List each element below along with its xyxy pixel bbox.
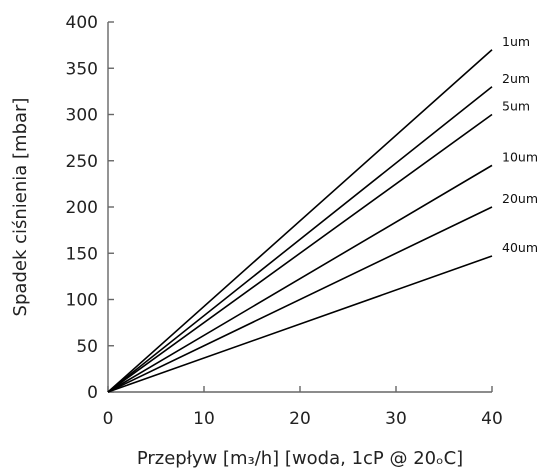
x-tick-label: 0 [103,409,114,429]
axes [107,22,492,393]
series-label-40um: 40um [502,240,538,255]
series-line-1um [107,49,493,393]
y-ticks: 0 50 100 150 200 250 300 350 400 [66,13,114,403]
series-lines [107,49,493,393]
x-tick-label: 40 [481,409,503,429]
series-label-20um: 20um [502,191,538,206]
y-tick-label: 150 [66,244,98,264]
series-label-2um: 2um [502,71,530,86]
series-label-1um: 1um [502,34,530,49]
y-tick-label: 250 [66,152,98,172]
x-tick-label: 30 [385,409,407,429]
x-ticks: 0 10 20 30 40 [103,386,503,429]
series-line-5um [107,113,493,393]
x-tick-label: 20 [289,409,311,429]
y-axis-label: Spadek ciśnienia [mbar] [10,98,31,317]
series-label-5um: 5um [502,99,530,114]
series-labels: 1um 2um 5um 10um 20um 40um [502,34,538,255]
x-axis-label: Przepływ [m₃/h] [woda, 1cP @ 20ₒC] [137,448,463,469]
y-tick-label: 300 [66,106,98,126]
y-tick-label: 200 [66,198,98,218]
series-line-10um [107,164,493,393]
y-tick-label: 400 [66,13,98,33]
series-line-40um [107,255,493,393]
series-line-20um [107,206,493,393]
series-line-2um [107,86,493,393]
y-tick-label: 350 [66,59,98,79]
y-tick-label: 50 [76,337,98,357]
x-tick-label: 10 [193,409,215,429]
y-tick-label: 100 [66,291,98,311]
series-label-10um: 10um [502,149,538,164]
y-tick-label: 0 [87,383,98,403]
